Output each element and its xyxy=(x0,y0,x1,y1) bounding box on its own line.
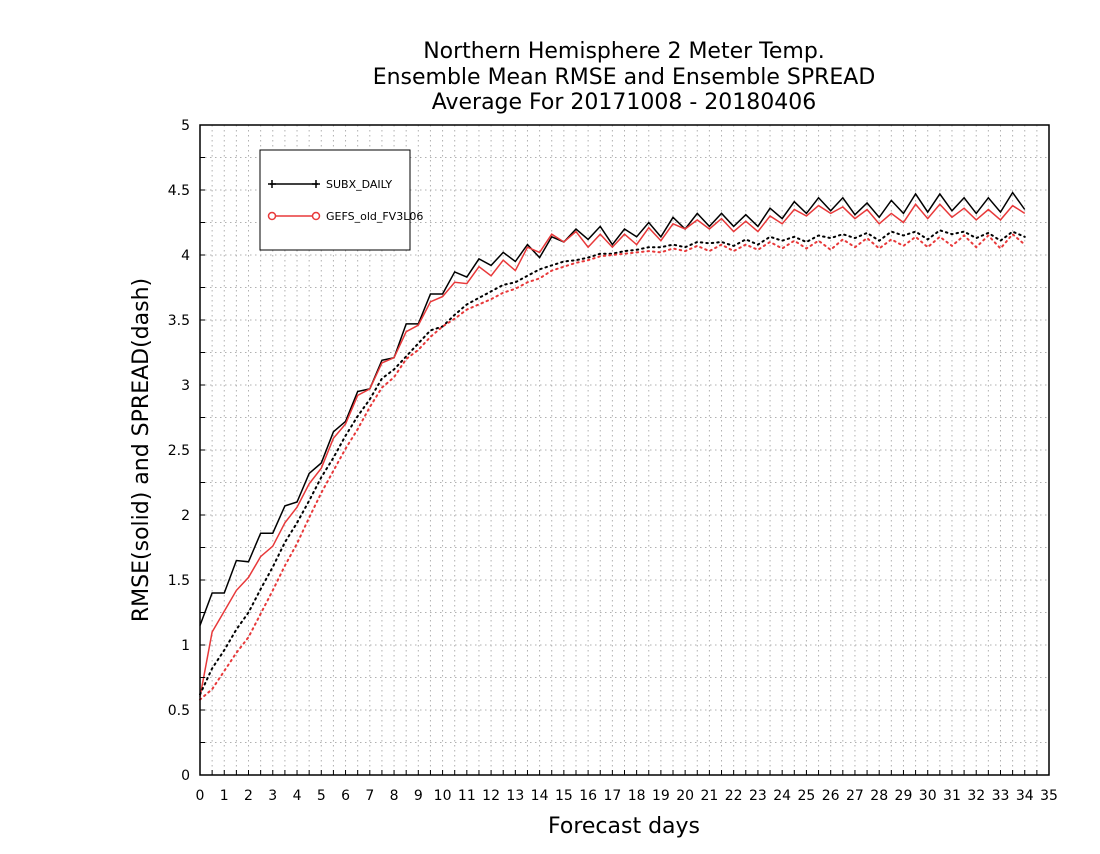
x-tick-label: 32 xyxy=(967,788,985,804)
x-tick-label: 9 xyxy=(414,788,423,804)
legend-label-gefs: GEFS_old_FV3L06 xyxy=(326,210,423,223)
series-line-spread-gefs xyxy=(199,232,1026,701)
legend-box xyxy=(259,149,411,251)
x-tick-label: 8 xyxy=(390,788,399,804)
x-tick-label: 3 xyxy=(268,788,277,804)
legend-label-subx: SUBX_DAILY xyxy=(326,178,392,191)
x-tick-label: 14 xyxy=(531,788,549,804)
x-tick-label: 7 xyxy=(365,788,374,804)
y-tick-label: 4 xyxy=(181,248,190,264)
x-tick-label: 11 xyxy=(458,788,476,804)
x-tick-label: 26 xyxy=(822,788,840,804)
y-axis-title: RMSE(solid) and SPREAD(dash) xyxy=(129,278,154,622)
x-tick-label: 25 xyxy=(798,788,816,804)
y-tick-label: 4.5 xyxy=(168,183,190,199)
x-tick-label: 5 xyxy=(317,788,326,804)
y-tick-label: 0.5 xyxy=(168,703,190,719)
x-tick-label: 23 xyxy=(749,788,767,804)
plus-icon xyxy=(268,180,320,188)
x-tick-label: 31 xyxy=(943,788,961,804)
chart-title-line-2: Ensemble Mean RMSE and Ensemble SPREAD xyxy=(373,65,876,90)
y-tick-label: 3.5 xyxy=(168,313,190,329)
x-tick-label: 29 xyxy=(895,788,913,804)
x-tick-label: 13 xyxy=(506,788,524,804)
legend-entry-subx: SUBX_DAILY xyxy=(268,178,392,191)
x-tick-label: 15 xyxy=(555,788,573,804)
x-tick-label: 18 xyxy=(628,788,646,804)
y-ticks-layer: 0 0.5 1 1.5 2 2.5 3 3.5 4 4.5 5 xyxy=(168,118,205,784)
x-tick-label: 16 xyxy=(579,788,597,804)
x-axis-title: Forecast days xyxy=(548,814,700,839)
x-tick-label: 28 xyxy=(870,788,888,804)
x-tick-label: 33 xyxy=(992,788,1010,804)
chart-title-line-3: Average For 20171008 - 20180406 xyxy=(432,90,817,115)
x-tick-label: 34 xyxy=(1016,788,1034,804)
y-tick-label: 2.5 xyxy=(168,443,190,459)
y-tick-label: 1 xyxy=(181,638,190,654)
x-ticks-layer: 0 1 2 3 4 5 6 7 8 9 10 11 12 13 14 15 16 17 18 19 20 21 22 23 24… xyxy=(196,770,1058,804)
x-tick-label: 21 xyxy=(700,788,718,804)
x-tick-label: 30 xyxy=(919,788,937,804)
x-tick-label: 0 xyxy=(196,788,205,804)
x-tick-label: 12 xyxy=(482,788,500,804)
x-tick-label: 1 xyxy=(220,788,229,804)
y-tick-label: 3 xyxy=(181,378,190,394)
chart-title-line-1: Northern Hemisphere 2 Meter Temp. xyxy=(423,39,825,64)
series-line-spread-subx xyxy=(199,229,1026,696)
x-tick-label: 35 xyxy=(1040,788,1058,804)
series-line-rmse-gefs xyxy=(199,203,1026,698)
series-line-rmse-subx xyxy=(199,191,1026,626)
x-tick-label: 10 xyxy=(434,788,452,804)
x-tick-label: 20 xyxy=(676,788,694,804)
series-layer xyxy=(199,191,1026,701)
x-tick-label: 22 xyxy=(725,788,743,804)
circle-icon xyxy=(267,211,321,221)
x-tick-label: 4 xyxy=(293,788,302,804)
x-tick-label: 24 xyxy=(773,788,791,804)
x-tick-label: 2 xyxy=(244,788,253,804)
x-tick-label: 19 xyxy=(652,788,670,804)
x-tick-label: 17 xyxy=(603,788,621,804)
y-tick-label: 0 xyxy=(181,768,190,784)
legend: SUBX_DAILY GEFS_old_FV3L06 xyxy=(259,149,423,251)
y-tick-label: 5 xyxy=(181,118,190,134)
y-tick-label: 2 xyxy=(181,508,190,524)
y-tick-label: 1.5 xyxy=(168,573,190,589)
x-tick-label: 6 xyxy=(341,788,350,804)
x-tick-label: 27 xyxy=(846,788,864,804)
legend-entry-gefs: GEFS_old_FV3L06 xyxy=(267,210,423,223)
